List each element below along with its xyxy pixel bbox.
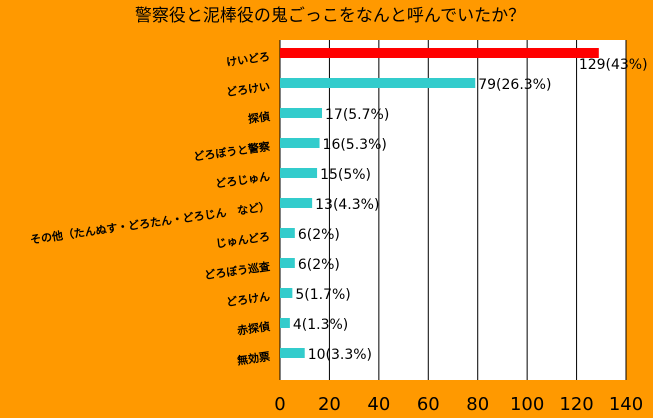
y-tick-label: けいどろ	[225, 50, 270, 69]
bar	[280, 168, 318, 178]
value-label: 13(4.3%)	[315, 197, 379, 213]
bar	[280, 348, 305, 358]
value-label: 5(1.7%)	[295, 287, 350, 303]
y-tick-label: どろけい	[225, 80, 270, 99]
y-tick-label: 赤探偵	[236, 319, 271, 337]
value-label: 10(3.3%)	[308, 347, 372, 363]
value-label: 17(5.7%)	[325, 107, 389, 123]
y-tick-label: どろけん	[225, 290, 270, 309]
x-tick-label: 100	[510, 394, 544, 415]
bar	[280, 108, 323, 118]
value-label: 129(43%)	[579, 57, 648, 73]
bar	[280, 48, 599, 58]
bar	[280, 318, 290, 328]
value-label: 15(5%)	[320, 167, 371, 183]
value-label: 6(2%)	[298, 257, 340, 273]
x-tick-label: 120	[559, 394, 593, 415]
bar	[280, 78, 476, 88]
y-tick-label: 無効票	[236, 349, 271, 367]
x-tick-label: 0	[274, 394, 285, 415]
plot-area	[280, 40, 626, 380]
bar	[280, 138, 320, 148]
x-tick-label: 80	[466, 394, 489, 415]
bar	[280, 228, 295, 238]
value-label: 79(26.3%)	[478, 77, 551, 93]
value-label: 6(2%)	[298, 227, 340, 243]
x-tick-label: 40	[367, 394, 390, 415]
bar	[280, 258, 295, 268]
x-tick-label: 60	[417, 394, 440, 415]
bar	[280, 198, 313, 208]
bar	[280, 288, 293, 298]
value-label: 4(1.3%)	[293, 317, 348, 333]
chart-title: 警察役と泥棒役の鬼ごっこをなんと呼んでいたか？	[135, 6, 525, 26]
x-tick-label: 140	[609, 394, 643, 415]
x-tick-label: 20	[318, 394, 341, 415]
y-tick-label: 探偵	[247, 109, 271, 126]
value-label: 16(5.3%)	[323, 137, 387, 153]
